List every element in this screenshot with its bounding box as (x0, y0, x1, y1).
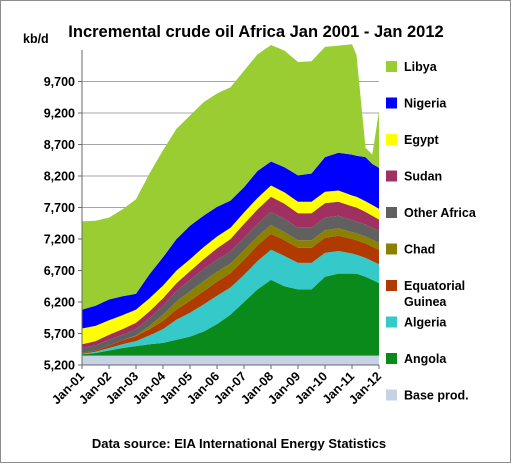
y-tick-label: 5,200 (44, 359, 75, 373)
legend-swatch-angola (386, 353, 397, 364)
legend-label-algeria: Algeria (404, 316, 447, 330)
y-tick-label: 9,200 (44, 107, 75, 121)
y-tick-label: 5,700 (44, 327, 75, 341)
legend-swatch-sudan (386, 170, 397, 182)
legend-swatch-chad (386, 243, 397, 255)
area-libya (82, 44, 379, 310)
y-tick-label: 6,700 (44, 264, 75, 278)
area-nigeria (82, 152, 379, 329)
legend-label-egypt: Egypt (404, 133, 440, 147)
legend-swatch-algeria (386, 316, 397, 328)
area-sudan (82, 196, 379, 348)
legend-swatch-libya (386, 61, 397, 72)
y-tick-label: 7,700 (44, 201, 75, 215)
data-source-note: Data source: EIA International Energy St… (92, 436, 386, 451)
y-tick-label: 9,700 (44, 75, 75, 89)
legend-label-sudan: Sudan (404, 170, 442, 184)
legend: Libya Nigeria Egypt Sudan Other Africa Chad Eq… (386, 60, 477, 403)
y-tick-labels: 5,200 5,700 6,200 6,700 7,200 7,700 8,200 8,700… (44, 75, 82, 373)
legend-swatch-nigeria (386, 97, 397, 109)
legend-swatch-equatorial-guinea (386, 280, 397, 291)
legend-label-base-prod: Base prod. (404, 389, 469, 403)
area-egypt (82, 185, 379, 345)
legend-label-equatorial-guinea: Equatorial Guinea (404, 279, 465, 309)
stacked-areas (82, 44, 379, 365)
legend-label-chad: Chad (404, 243, 435, 257)
y-axis-label: kb/d (23, 32, 49, 46)
area-equatorial-guinea (82, 234, 379, 354)
legend-label-other-africa: Other Africa (404, 206, 477, 220)
legend-label-angola: Angola (404, 352, 447, 366)
y-tick-label: 7,200 (44, 233, 75, 247)
area-other-africa (82, 211, 379, 353)
chart-title: Incremental crude oil Africa Jan 2001 - … (68, 23, 443, 41)
legend-swatch-egypt (386, 134, 397, 145)
legend-label-nigeria: Nigeria (404, 97, 447, 111)
legend-swatch-base-prod (386, 389, 397, 401)
area-chad (82, 225, 379, 353)
y-tick-label: 6,200 (44, 296, 75, 310)
y-tick-label: 8,700 (44, 138, 75, 152)
y-tick-label: 8,200 (44, 170, 75, 184)
legend-label-libya: Libya (404, 60, 438, 74)
legend-swatch-other-africa (386, 207, 397, 218)
area-algeria (82, 249, 379, 355)
area-base-prod (82, 355, 379, 365)
x-tick-labels: Jan-01Jan-02Jan-03Jan-04Jan-05Jan-06Jan-… (49, 365, 384, 407)
